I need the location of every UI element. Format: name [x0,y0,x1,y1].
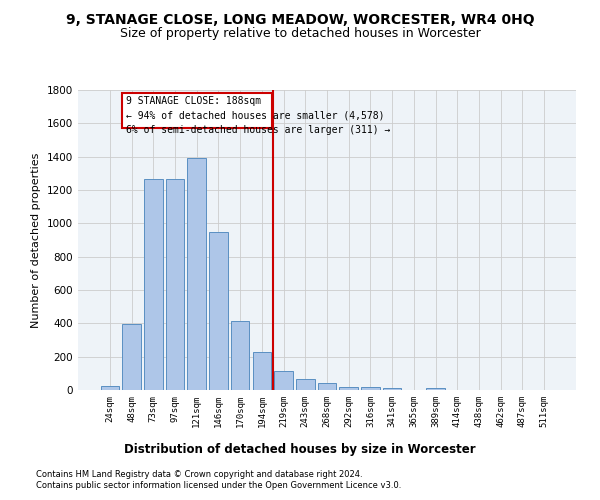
Bar [361,386,380,390]
Bar [101,386,119,390]
Bar [187,158,206,390]
Bar [427,388,445,390]
Text: Size of property relative to detached houses in Worcester: Size of property relative to detached ho… [119,28,481,40]
FancyBboxPatch shape [122,92,272,128]
Text: 9 STANAGE CLOSE: 188sqm
← 94% of detached houses are smaller (4,578)
6% of semi-: 9 STANAGE CLOSE: 188sqm ← 94% of detache… [126,96,390,135]
Bar [209,232,227,390]
Bar [318,384,336,390]
Text: Contains public sector information licensed under the Open Government Licence v3: Contains public sector information licen… [36,481,401,490]
Bar [296,379,314,390]
Bar [274,371,293,390]
Bar [231,321,250,390]
Bar [383,388,401,390]
Bar [253,352,271,390]
Bar [166,179,184,390]
Text: 9, STANAGE CLOSE, LONG MEADOW, WORCESTER, WR4 0HQ: 9, STANAGE CLOSE, LONG MEADOW, WORCESTER… [65,12,535,26]
Y-axis label: Number of detached properties: Number of detached properties [31,152,41,328]
Bar [122,324,141,390]
Text: Distribution of detached houses by size in Worcester: Distribution of detached houses by size … [124,442,476,456]
Bar [144,179,163,390]
Bar [340,386,358,390]
Text: Contains HM Land Registry data © Crown copyright and database right 2024.: Contains HM Land Registry data © Crown c… [36,470,362,479]
